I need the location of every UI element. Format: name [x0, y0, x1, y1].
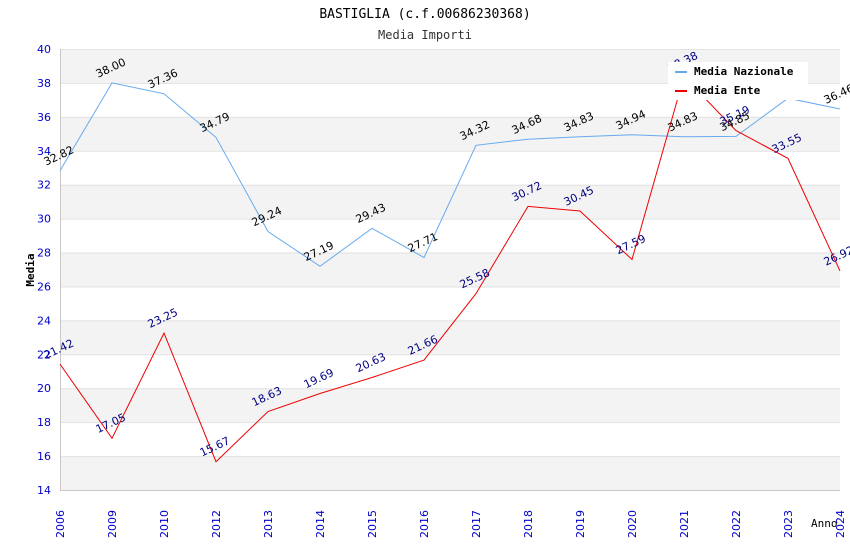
x-tick-labels: 2006 2009 2010 2012 2013 2014 2015 2016 2017 2018…	[54, 510, 847, 538]
y-tick-label: 28	[37, 247, 51, 260]
chart-title: BASTIGLIA (c.f.00686230368)	[319, 7, 530, 22]
legend-label-nazionale: Media Nazionale	[694, 65, 794, 78]
legend: Media Nazionale Media Ente	[668, 62, 808, 100]
y-tick-label: 26	[37, 280, 51, 293]
x-tick-label: 2014	[314, 510, 327, 538]
series-line-1	[59, 75, 841, 463]
y-tick-label: 16	[37, 450, 51, 463]
y-axis-label: Media	[24, 253, 37, 286]
x-tick-label: 2018	[522, 510, 535, 538]
grid-band	[60, 252, 840, 287]
legend-background	[668, 62, 808, 100]
series-lines	[59, 75, 841, 463]
x-tick-label: 2024	[834, 510, 847, 538]
y-tick-label: 14	[37, 484, 51, 497]
x-tick-label: 2006	[54, 510, 67, 538]
x-tick-label: 2019	[574, 510, 587, 538]
data-label: 15.67	[198, 434, 232, 459]
x-tick-label: 2023	[782, 510, 795, 538]
y-tick-label: 34	[37, 145, 51, 158]
x-tick-label: 2013	[262, 510, 275, 538]
x-axis-label: Anno	[811, 517, 838, 530]
data-label: 36.46	[822, 82, 850, 107]
y-tick-label: 32	[37, 179, 51, 192]
x-tick-label: 2010	[158, 510, 171, 538]
series-line-0	[59, 82, 841, 267]
grid-band	[60, 456, 840, 490]
data-label: 27.71	[406, 230, 440, 255]
legend-label-ente: Media Ente	[694, 84, 761, 97]
chart-subtitle: Media Importi	[378, 28, 472, 42]
grid-band	[60, 320, 840, 355]
x-tick-label: 2022	[730, 510, 743, 538]
grid-band	[60, 388, 840, 423]
y-tick-label: 40	[37, 43, 51, 56]
y-tick-labels: 14 16 18 20 22 24 26 28 30 32 34 36 38 40	[37, 43, 51, 497]
data-label: 19.69	[302, 366, 336, 391]
x-tick-label: 2009	[106, 510, 119, 538]
x-tick-label: 2021	[678, 510, 691, 538]
x-tick-label: 2017	[470, 510, 483, 538]
x-tick-label: 2012	[210, 510, 223, 538]
y-tick-label: 24	[37, 314, 51, 327]
x-tick-label: 2020	[626, 510, 639, 538]
x-tick-label: 2016	[418, 510, 431, 538]
y-tick-label: 30	[37, 213, 51, 226]
y-tick-label: 38	[37, 77, 51, 90]
x-tick-label: 2015	[366, 510, 379, 538]
y-tick-label: 20	[37, 382, 51, 395]
y-tick-label: 22	[37, 348, 51, 361]
y-tick-label: 36	[37, 111, 51, 124]
grid-band	[60, 116, 840, 151]
y-tick-label: 18	[37, 416, 51, 429]
